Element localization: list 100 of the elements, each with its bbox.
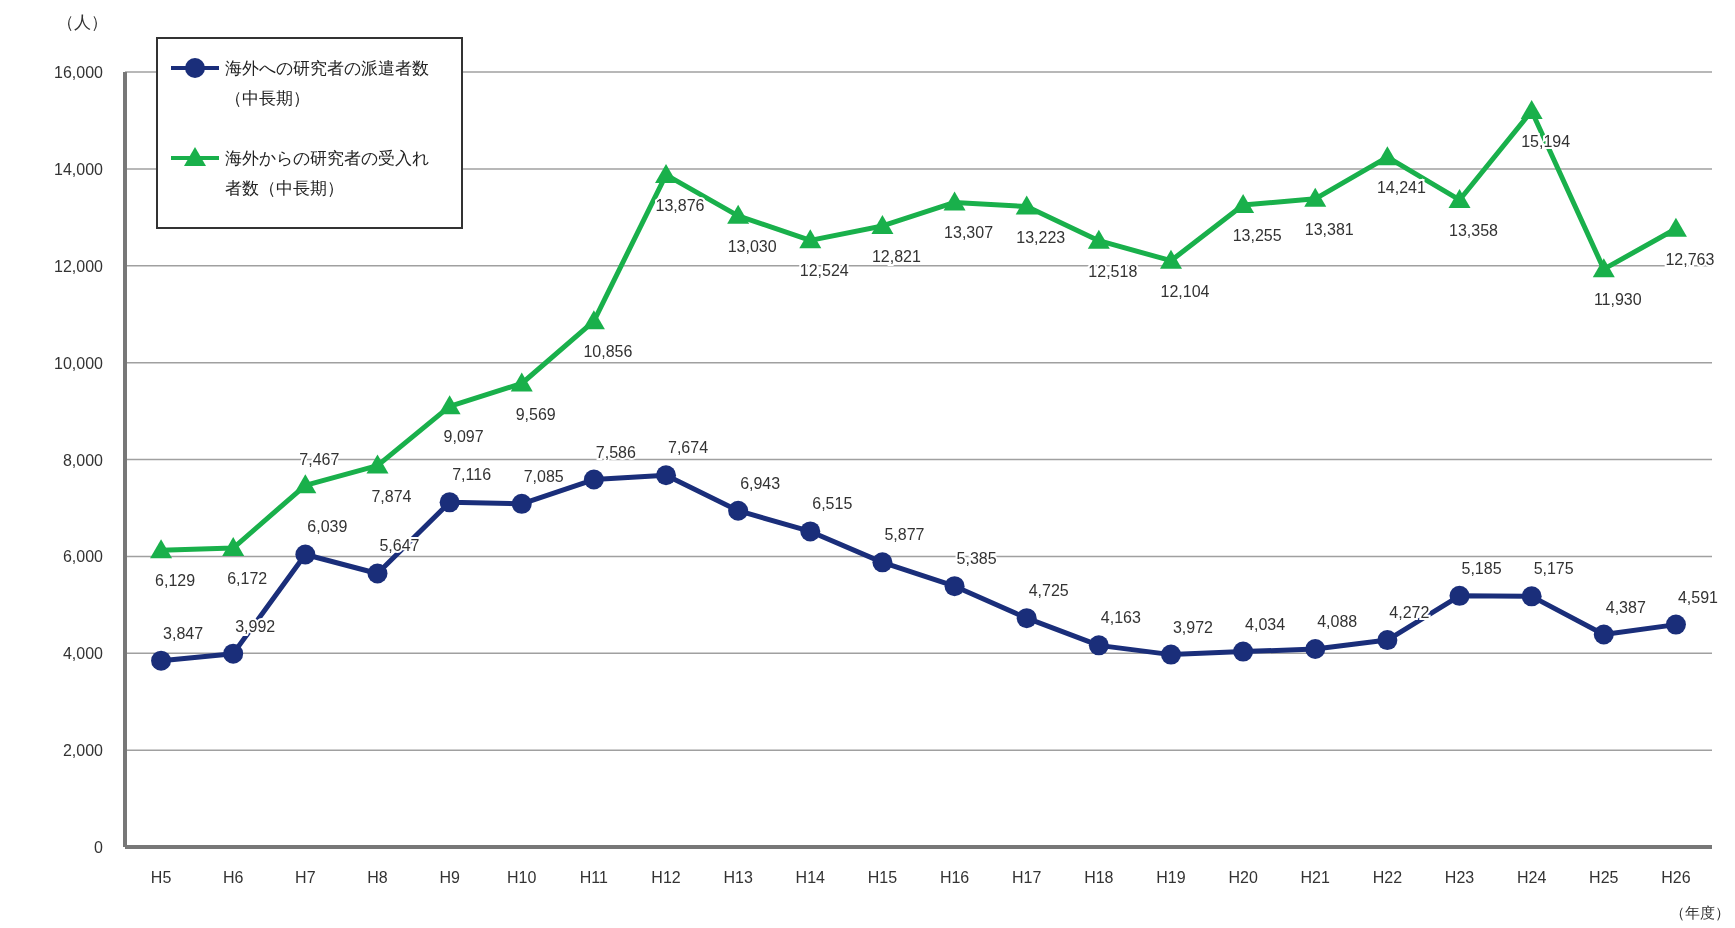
legend-label: 海外への研究者の派遣者数（中長期） <box>225 59 429 108</box>
data-label: 4,034 <box>1245 615 1286 633</box>
data-label: 3,972 <box>1172 618 1214 636</box>
x-tick-label: H20 <box>1228 869 1258 886</box>
x-tick-label: H23 <box>1444 869 1475 886</box>
y-tick-label: 14,000 <box>54 160 104 178</box>
point <box>1304 187 1327 207</box>
x-tick-label: H22 <box>1372 869 1403 886</box>
point <box>583 469 604 490</box>
point <box>1159 249 1182 269</box>
y-tick-label: 0 <box>94 839 104 856</box>
data-label: 7,467 <box>299 451 340 469</box>
data-label: 10,856 <box>583 343 633 361</box>
x-tick-label: H10 <box>507 869 537 886</box>
data-label: 7,586 <box>595 443 636 461</box>
data-label: 4,387 <box>1605 598 1646 616</box>
data-label: 11,930 <box>1593 291 1642 309</box>
data-label: 6,515 <box>812 495 853 513</box>
point <box>1376 146 1399 166</box>
x-tick-label: H9 <box>439 869 460 886</box>
point <box>223 643 244 664</box>
data-label: 13,255 <box>1232 226 1282 244</box>
data-label: 9,097 <box>443 428 484 446</box>
x-tick-label: H18 <box>1084 869 1114 886</box>
data-label: 12,821 <box>871 247 921 265</box>
data-label: 6,039 <box>307 518 348 536</box>
y-tick-label: 2,000 <box>62 742 104 760</box>
point <box>943 191 966 211</box>
x-tick-label: H11 <box>579 869 609 886</box>
point <box>1377 630 1398 651</box>
point <box>1521 586 1542 607</box>
y-axis-title: （人） <box>56 13 108 32</box>
data-label: 7,874 <box>371 487 412 505</box>
data-label: 7,085 <box>523 467 564 485</box>
point <box>1664 217 1687 237</box>
data-label: 6,172 <box>227 570 268 588</box>
point <box>1593 624 1614 645</box>
data-label: 3,847 <box>163 624 204 642</box>
data-label: 13,307 <box>944 224 994 242</box>
point <box>655 163 678 183</box>
point <box>1665 614 1686 635</box>
y-tick-label: 16,000 <box>54 64 104 81</box>
legend-label: 海外からの研究者の受入れ者数（中長期） <box>225 149 429 198</box>
point <box>799 229 822 249</box>
data-label: 13,876 <box>655 196 705 214</box>
point <box>1233 641 1254 662</box>
x-tick-label: H24 <box>1516 869 1547 886</box>
data-label: 12,518 <box>1088 262 1138 280</box>
data-label: 13,358 <box>1449 221 1499 239</box>
x-axis-title: （年度） <box>1670 904 1730 921</box>
point <box>1592 258 1615 278</box>
y-tick-label: 10,000 <box>54 354 104 372</box>
point <box>656 465 677 486</box>
data-label: 12,524 <box>799 262 849 280</box>
x-tick-label: H13 <box>723 869 753 886</box>
x-tick-label: H17 <box>1012 869 1042 886</box>
point <box>1088 635 1109 656</box>
point <box>1232 193 1255 213</box>
point <box>1087 229 1110 249</box>
point <box>294 474 317 494</box>
x-tick-label: H6 <box>222 869 244 886</box>
y-tick-label: 12,000 <box>54 257 104 275</box>
x-tick-label: H8 <box>367 869 388 886</box>
data-label: 5,877 <box>884 526 925 544</box>
x-tick-label: H5 <box>150 869 172 886</box>
data-label: 4,163 <box>1100 609 1141 627</box>
point <box>439 492 460 513</box>
x-tick-label: H14 <box>795 869 826 886</box>
point <box>222 537 245 557</box>
point <box>1016 608 1037 629</box>
point <box>367 563 388 584</box>
data-label: 12,763 <box>1665 250 1715 268</box>
point <box>871 214 894 234</box>
point <box>366 454 389 474</box>
y-tick-label: 6,000 <box>62 548 104 566</box>
x-tick-label: H12 <box>651 869 681 886</box>
x-tick-label: H25 <box>1589 869 1619 886</box>
x-tick-label: H15 <box>867 869 898 886</box>
data-label: 9,569 <box>515 405 556 423</box>
point <box>872 552 893 573</box>
data-label: 4,272 <box>1389 604 1430 622</box>
point <box>295 544 316 565</box>
point <box>1015 195 1038 215</box>
data-label: 7,116 <box>452 466 492 484</box>
data-label: 13,223 <box>1016 228 1066 246</box>
point <box>728 500 749 521</box>
point <box>510 372 533 392</box>
x-tick-label: H26 <box>1661 869 1691 886</box>
data-label: 12,104 <box>1160 282 1210 300</box>
data-label: 4,591 <box>1677 588 1719 606</box>
point <box>151 650 172 671</box>
data-label: 14,241 <box>1376 179 1426 197</box>
point <box>582 310 605 330</box>
point <box>1449 585 1470 606</box>
point <box>150 539 173 559</box>
point <box>438 395 461 415</box>
point <box>1448 188 1471 208</box>
x-tick-label: H7 <box>295 869 316 886</box>
y-tick-label: 8,000 <box>62 451 104 469</box>
data-label: 6,129 <box>155 572 196 590</box>
